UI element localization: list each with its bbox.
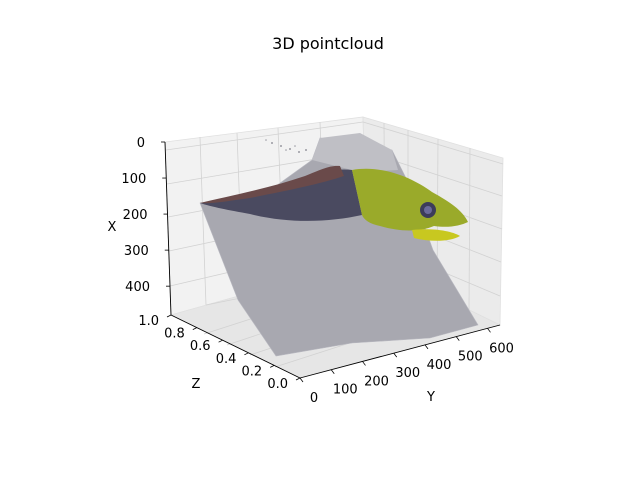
z-axis-label: Z xyxy=(192,377,201,392)
point-cloud xyxy=(199,133,479,357)
point-cloud-sparse-points xyxy=(265,139,307,153)
x-axis-tick-label: 0 xyxy=(137,136,145,151)
y-axis-tick-mark xyxy=(362,361,366,366)
x-axis-label: X xyxy=(108,220,117,235)
point-cloud-eel-eye-highlight xyxy=(424,206,432,214)
chart-title: 3D pointcloud xyxy=(272,34,384,53)
z-axis-tick-mark xyxy=(166,314,172,318)
tick-labels: 0 100 200 300 400 0.0 0.2 0.4 0.6 0.8 1.0 0 100 200 30… xyxy=(121,136,513,406)
y-axis-tick-mark xyxy=(455,336,460,341)
y-axis-tick-mark xyxy=(330,369,335,374)
y-axis-tick-mark xyxy=(487,328,491,333)
z-axis-tick-label: 0.8 xyxy=(164,327,185,342)
x-axis-tick-label: 300 xyxy=(124,244,149,259)
y-axis-tick-mark xyxy=(393,352,398,358)
y-axis-tick-mark xyxy=(299,377,304,383)
x-axis-tick-label: 400 xyxy=(125,280,150,295)
x-axis-tick-label: 100 xyxy=(121,172,146,187)
y-axis-tick-mark xyxy=(424,344,429,350)
y-axis-tick-label: 200 xyxy=(364,374,389,389)
point-cloud-upper-flap xyxy=(312,133,398,172)
z-axis-tick-label: 1.0 xyxy=(138,314,159,329)
x-axis-tick-label: 200 xyxy=(123,208,148,223)
point-cloud-eel-jaw xyxy=(412,229,460,241)
point-cloud-eel-head xyxy=(352,168,468,231)
z-axis-tick-label: 0.0 xyxy=(267,377,288,392)
y-axis-tick-label: 0 xyxy=(310,391,318,406)
y-axis-tick-label: 400 xyxy=(427,358,452,373)
point-cloud-eel-fin xyxy=(200,165,344,204)
z-axis-tick-mark xyxy=(244,352,249,356)
z-axis-tick-mark xyxy=(295,377,301,381)
z-axis-tick-label: 0.6 xyxy=(190,339,211,354)
y-axis-tick-label: 300 xyxy=(395,366,420,381)
z-axis-tick-mark xyxy=(218,339,223,343)
z-axis-tick-mark xyxy=(192,327,197,330)
y-axis-label: Y xyxy=(426,390,435,405)
y-axis-tick-label: 100 xyxy=(333,383,358,398)
y-axis-tick-label: 600 xyxy=(489,341,514,356)
y-axis-tick-label: 500 xyxy=(458,350,483,365)
z-axis-tick-label: 0.2 xyxy=(242,364,263,379)
z-axis-tick-label: 0.4 xyxy=(216,352,237,367)
z-axis-tick-mark xyxy=(270,365,275,368)
